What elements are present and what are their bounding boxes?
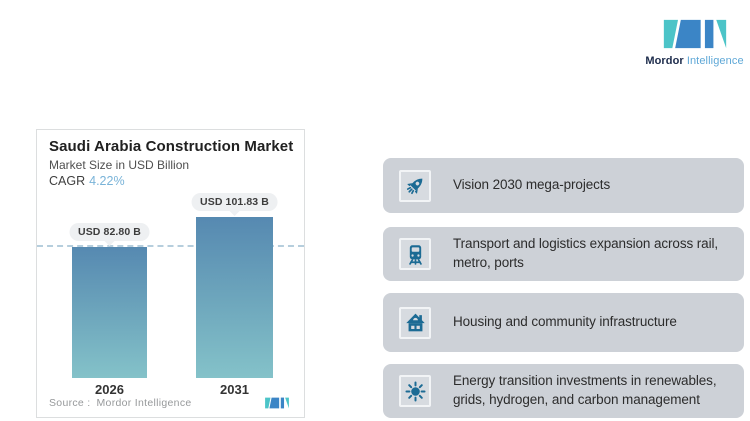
bar-column-2026: USD 82.80 B: [69, 130, 150, 378]
source-label: Source :: [49, 397, 91, 409]
driver-text: Transport and logistics expansion across…: [453, 236, 719, 270]
reference-dashed-line: [37, 245, 304, 247]
x-tick-2031: 2031: [220, 382, 249, 397]
brand-logo: Mordor Intelligence: [644, 13, 745, 71]
mordor-mini-logo-icon: [265, 397, 289, 409]
bar-2026: [72, 247, 147, 378]
driver-item-vision-2030: Vision 2030 mega-projects: [383, 158, 744, 213]
driver-text: Energy transition investments in renewab…: [453, 373, 717, 407]
x-tick-2026: 2026: [95, 382, 124, 397]
rocket-icon: [406, 178, 422, 195]
sun-icon: [404, 380, 426, 402]
bar-2031: [196, 217, 273, 378]
value-pill: USD 101.83 B: [191, 193, 278, 211]
house-icon: [405, 313, 425, 332]
driver-text: Vision 2030 mega-projects: [453, 177, 611, 193]
bar-chart-plot: USD 82.80 B USD 101.83 B 2026 2031: [37, 130, 304, 417]
driver-item-transport: Transport and logistics expansion across…: [383, 227, 744, 281]
train-icon: [408, 244, 422, 265]
driver-text: Housing and community infrastructure: [453, 314, 677, 330]
driver-item-housing: Housing and community infrastructure: [383, 293, 744, 352]
bar-column-2031: USD 101.83 B: [191, 130, 278, 378]
cagr-row: CAGR 4.22%: [49, 174, 125, 188]
source-value: Mordor Intelligence: [96, 397, 192, 409]
brand-name-light: Intelligence: [686, 55, 744, 67]
driver-icon-box: [399, 375, 431, 407]
market-chart-card: Saudi Arabia Construction Market Market …: [36, 129, 305, 418]
brand-name-bold: Mordor: [645, 55, 684, 67]
bar-label-2026: USD 82.80 B: [69, 222, 150, 246]
pill-pointer: [229, 211, 240, 216]
driver-icon-box: [399, 238, 431, 270]
chart-title: Saudi Arabia Construction Market: [49, 138, 294, 155]
source-note: Source : Mordor Intelligence: [49, 397, 192, 409]
bar-label-2031: USD 101.83 B: [191, 192, 278, 216]
driver-item-energy: Energy transition investments in renewab…: [383, 364, 744, 418]
value-pill: USD 82.80 B: [69, 223, 150, 241]
pill-pointer: [104, 241, 115, 246]
driver-icon-box: [399, 306, 431, 339]
cagr-label: CAGR: [49, 174, 86, 188]
driver-icon-box: [399, 169, 431, 202]
brand-wordmark: Mordor Intelligence: [644, 55, 745, 67]
chart-subtitle: Market Size in USD Billion: [49, 158, 190, 172]
mordor-logo-icon: [663, 19, 726, 49]
cagr-value: 4.22%: [89, 174, 125, 188]
